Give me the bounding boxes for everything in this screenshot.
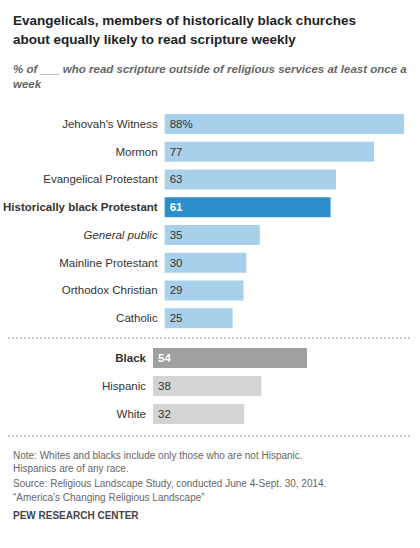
svg-text:Jehovah's Witness: Jehovah's Witness — [62, 118, 158, 130]
svg-text:General public: General public — [84, 229, 158, 241]
svg-text:Mainline Protestant: Mainline Protestant — [59, 257, 158, 269]
svg-text:Orthodox Christian: Orthodox Christian — [62, 284, 158, 296]
svg-text:Evangelicals, members of histo: Evangelicals, members of historically bl… — [13, 13, 356, 28]
svg-text:Historically black Protestant: Historically black Protestant — [3, 201, 158, 213]
svg-text:Mormon: Mormon — [115, 146, 157, 158]
svg-text:PEW RESEARCH CENTER: PEW RESEARCH CENTER — [13, 510, 139, 521]
svg-text:88%: 88% — [170, 118, 193, 130]
svg-text:Hispanic: Hispanic — [102, 380, 146, 392]
svg-text:32: 32 — [158, 408, 171, 420]
svg-text:Hispanics are of any race.: Hispanics are of any race. — [13, 463, 129, 474]
svg-text:week: week — [13, 78, 42, 90]
svg-text:63: 63 — [170, 173, 183, 185]
svg-text:Evangelical Protestant: Evangelical Protestant — [43, 173, 158, 185]
svg-text:30: 30 — [170, 257, 183, 269]
svg-text:“America’s Changing Religious: “America’s Changing Religious Landscape” — [13, 492, 205, 503]
svg-text:77: 77 — [170, 146, 183, 158]
svg-text:29: 29 — [170, 284, 183, 296]
svg-text:Source: Religious Landscape St: Source: Religious Landscape Study, condu… — [13, 478, 326, 489]
svg-text:25: 25 — [170, 312, 183, 324]
svg-text:61: 61 — [170, 201, 183, 213]
svg-text:% of ___ who read scripture ou: % of ___ who read scripture outside of r… — [13, 63, 410, 75]
svg-text:54: 54 — [158, 352, 171, 364]
svg-text:White: White — [117, 408, 146, 420]
svg-text:Note: Whites and blacks includ: Note: Whites and blacks include only tho… — [13, 450, 305, 461]
svg-text:Catholic: Catholic — [116, 312, 158, 324]
svg-text:Black: Black — [115, 352, 146, 364]
svg-text:35: 35 — [170, 229, 183, 241]
svg-text:38: 38 — [158, 380, 171, 392]
svg-text:about equally likely to read s: about equally likely to read scripture w… — [13, 32, 296, 47]
